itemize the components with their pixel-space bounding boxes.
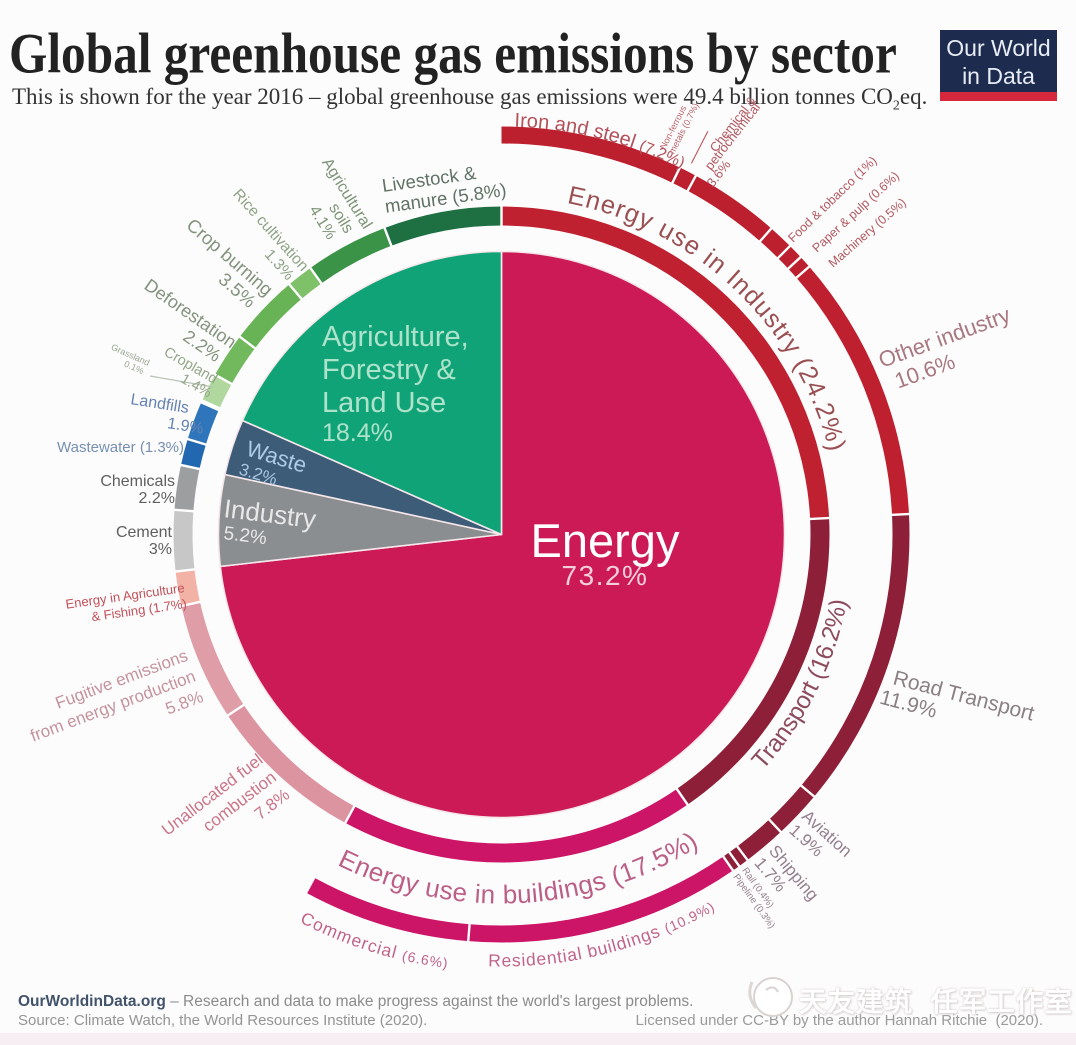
svg-text:petrochemical: petrochemical [702, 100, 764, 173]
svg-text:Grassland0.1%: Grassland0.1% [106, 342, 152, 377]
svg-text:73.2%: 73.2% [562, 560, 649, 591]
svg-text:Fugitive emissionsfrom energy: Fugitive emissionsfrom energy production… [20, 646, 206, 766]
svg-text:Road Transport11.9%: Road Transport11.9% [877, 665, 1036, 747]
svg-text:Agriculturalsoils4.1%: Agriculturalsoils4.1% [288, 155, 375, 251]
svg-text:Energy: Energy [531, 514, 680, 567]
svg-text:Landfills1.9%: Landfills1.9% [127, 391, 208, 438]
svg-text:18.4%: 18.4% [322, 419, 393, 447]
svg-text:Non-ferrousmetals (0.7%): Non-ferrousmetals (0.7%) [658, 97, 701, 156]
svg-text:Energy in Agriculture& Fishing: Energy in Agriculture& Fishing (1.7%) [65, 580, 188, 627]
svg-text:Wastewater (1.3%): Wastewater (1.3%) [57, 439, 184, 456]
svg-text:Other industry10.6%: Other industry10.6% [875, 302, 1022, 396]
svg-text:Agriculture,Forestry &Land Use: Agriculture, Forestry & Land Use [322, 321, 469, 419]
